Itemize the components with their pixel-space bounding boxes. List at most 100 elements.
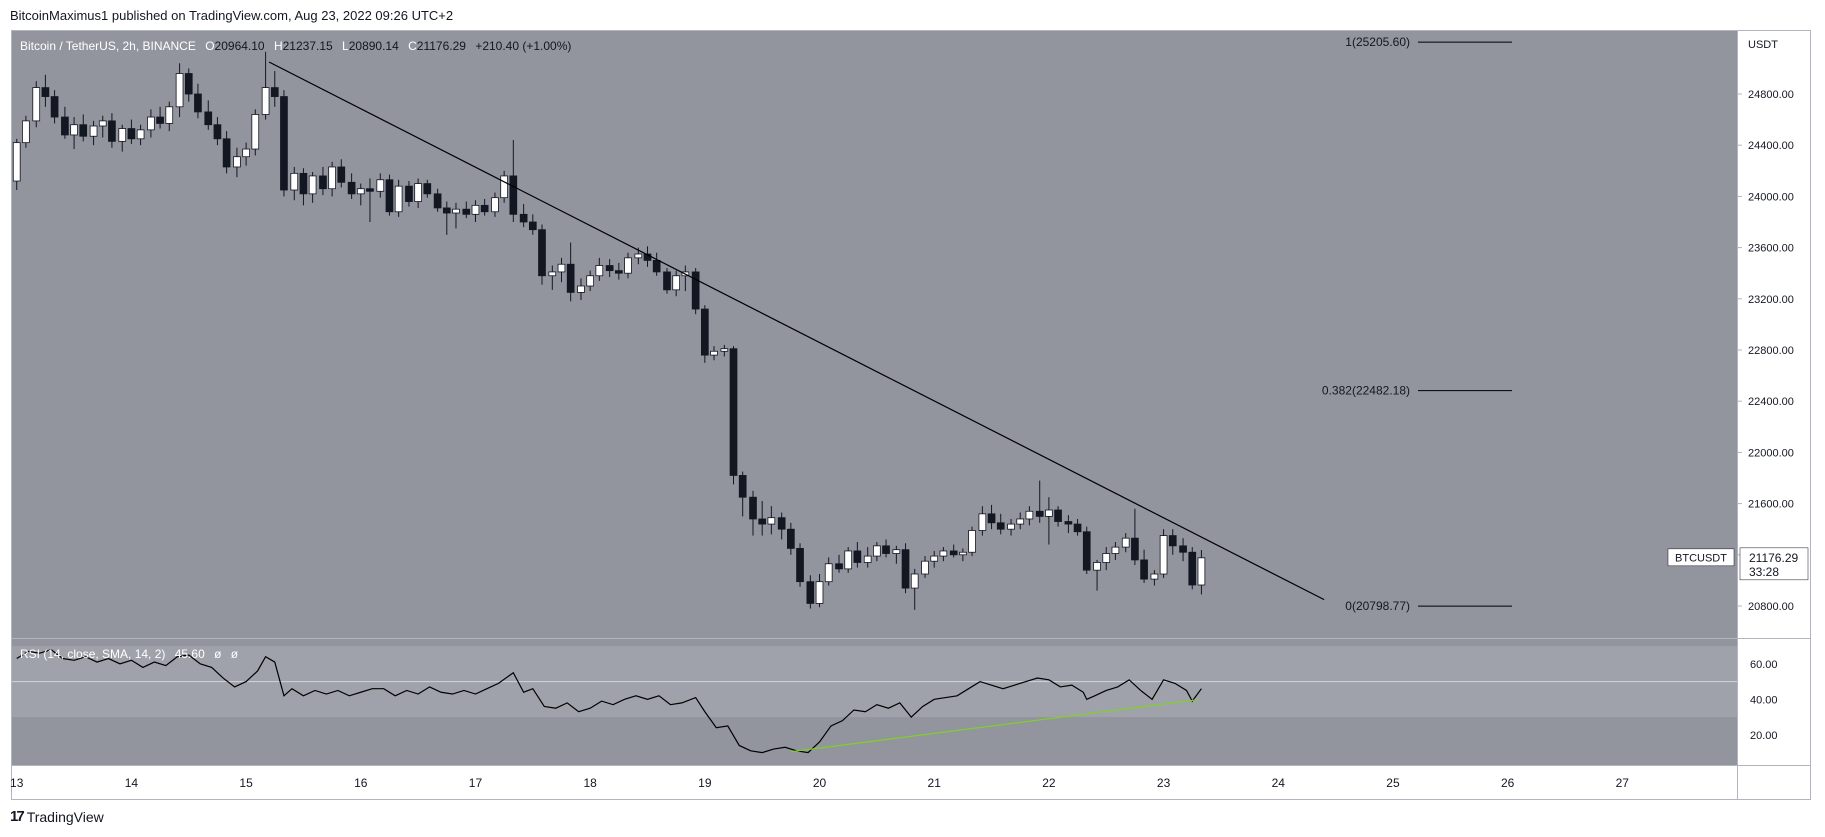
candle-body-up — [328, 166, 336, 190]
candle — [22, 115, 30, 148]
candle — [595, 257, 604, 281]
candle — [337, 159, 346, 188]
candle — [978, 506, 987, 536]
candle-body-up — [1197, 557, 1206, 586]
candle — [835, 554, 843, 573]
candle-body-down — [882, 545, 890, 554]
candle-body-up — [1159, 535, 1168, 575]
rsi-extra-1: ø — [214, 647, 222, 661]
candle — [385, 174, 394, 216]
candle-body-up — [586, 275, 594, 287]
candle — [108, 113, 116, 148]
axis-currency: USDT — [1748, 39, 1778, 51]
legend-line[interactable]: Bitcoin / TetherUS, 2h, BINANCE O20964.1… — [20, 39, 571, 53]
candle — [12, 138, 21, 190]
candle — [319, 166, 327, 196]
candle — [442, 201, 451, 235]
candle — [194, 83, 202, 119]
candle-body-up — [978, 513, 987, 531]
rsi-axis-ticks: 60.00 40.00 20.00 — [1750, 659, 1778, 742]
legend-o-value: 20964.10 — [215, 39, 265, 53]
candle — [32, 81, 41, 128]
candle — [586, 270, 594, 292]
candle-body-down — [1064, 521, 1073, 525]
candle — [767, 506, 776, 535]
candle-body-up — [98, 120, 107, 127]
descending-trendline[interactable] — [268, 61, 1325, 601]
candle — [1179, 538, 1187, 562]
candle — [672, 270, 681, 297]
candle-body-up — [290, 172, 299, 191]
candle-body-up — [710, 350, 718, 356]
candle-body-down — [1140, 559, 1148, 580]
candle — [347, 173, 356, 199]
rsi-tick-label: 40.00 — [1750, 694, 1778, 706]
rsi-extra-2: ø — [231, 647, 239, 661]
candle — [987, 504, 996, 530]
legend-h-value: 21237.15 — [283, 39, 333, 53]
time-tick-label: 20 — [813, 776, 827, 790]
candle-body-down — [127, 128, 136, 140]
candle — [691, 268, 700, 315]
candle-body-down — [462, 208, 471, 215]
candle-body-down — [184, 73, 193, 95]
time-tick-label: 26 — [1501, 776, 1515, 790]
candle-body-up — [959, 551, 967, 556]
legend-c-value: 21176.29 — [417, 39, 466, 53]
candle — [423, 179, 432, 198]
candle-body-up — [89, 125, 98, 137]
publisher-line: BitcoinMaximus1 published on TradingView… — [10, 8, 454, 23]
candle-body-down — [433, 193, 442, 209]
candle — [528, 214, 537, 235]
candle-body-down — [61, 116, 69, 136]
candle — [433, 188, 442, 212]
time-tick-label: 13 — [10, 776, 24, 790]
candle — [462, 201, 471, 219]
price-tick-label: 23200.00 — [1748, 294, 1794, 306]
candle-body-up — [1150, 573, 1159, 580]
candle — [882, 539, 890, 558]
candle — [824, 557, 833, 586]
candle — [480, 198, 489, 216]
candle — [1025, 506, 1034, 526]
candle-body-down — [509, 175, 518, 215]
candle — [1168, 529, 1177, 555]
trendlines-layer[interactable] — [268, 61, 1325, 601]
fib-levels-layer[interactable]: 1(25205.60) 0.382(22482.18) 0(20798.77) — [1322, 35, 1512, 613]
rsi-label: RSI (14, close, SMA, 14, 2) — [20, 647, 165, 661]
candle — [509, 140, 518, 222]
time-tick-label: 16 — [354, 776, 368, 790]
candle — [1102, 547, 1111, 571]
candle — [605, 259, 614, 278]
rsi-legend[interactable]: RSI (14, close, SMA, 14, 2) 45.60 ø ø — [20, 647, 239, 661]
candle-body-up — [1093, 562, 1101, 571]
candle — [959, 548, 967, 562]
candle-body-up — [452, 208, 460, 214]
candle-body-down — [796, 548, 804, 583]
candle — [1007, 518, 1015, 536]
candle — [806, 575, 815, 609]
price-axis-bg[interactable] — [1738, 30, 1811, 765]
candle-body-down — [566, 263, 575, 293]
candle — [738, 471, 747, 517]
price-tick-label: 23600.00 — [1748, 243, 1794, 255]
candle-body-down — [853, 550, 862, 563]
candle-body-up — [356, 188, 365, 195]
time-axis-bg[interactable] — [11, 766, 1737, 800]
candle-body-down — [605, 265, 614, 272]
legend-l-value: 20890.14 — [349, 39, 399, 53]
candle-body-up — [720, 348, 729, 352]
last-price-marker[interactable]: BTCUSDT 21176.29 33:28 — [1667, 547, 1809, 581]
candle — [538, 224, 546, 285]
price-pane[interactable] — [11, 30, 1737, 638]
candle-body-up — [910, 573, 919, 589]
candle-body-up — [251, 114, 260, 150]
candle-body-up — [261, 87, 270, 115]
time-tick-label: 19 — [698, 776, 712, 790]
rsi-support-trendline[interactable] — [790, 699, 1199, 753]
candle-body-down — [758, 518, 767, 525]
legend-symbol: Bitcoin / TetherUS, 2h, BINANCE — [20, 39, 196, 53]
tradingview-logo[interactable]: 17 TradingView — [10, 808, 104, 825]
time-tick-label: 14 — [125, 776, 139, 790]
